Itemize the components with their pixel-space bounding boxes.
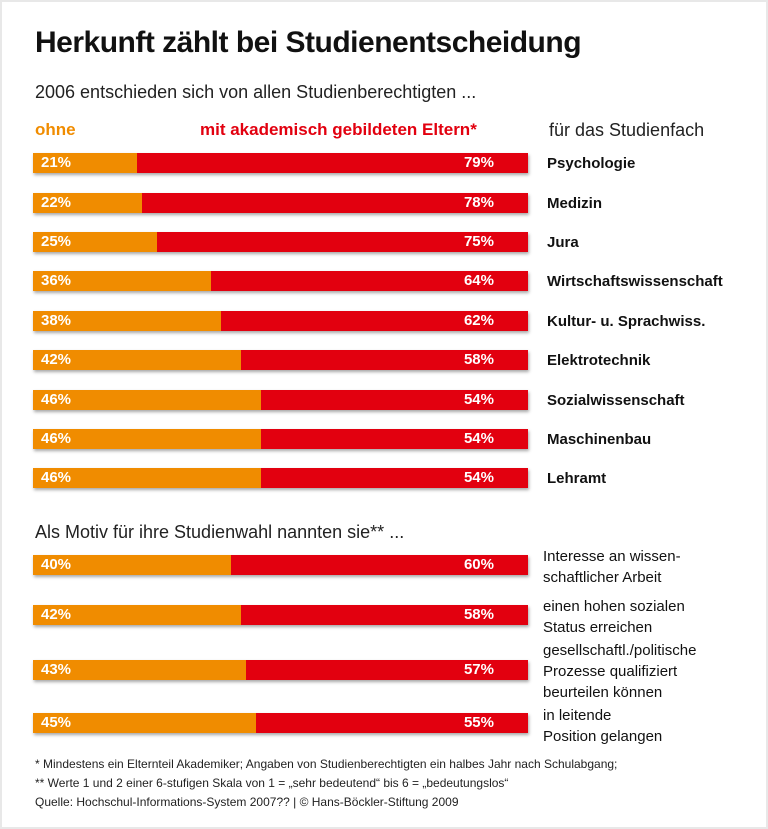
bar-ohne <box>33 350 241 370</box>
category-label: Sozialwissenschaft <box>547 392 685 409</box>
bar-row: 36% 64% <box>33 271 528 291</box>
value-label-mit: 64% <box>463 272 494 289</box>
legend-mit: mit akademisch gebildeten Eltern* <box>200 120 477 139</box>
value-label-ohne: 22% <box>41 194 72 211</box>
bar-row: 46% 54% <box>33 390 528 410</box>
chart-title: Herkunft zählt bei Studienentscheidung <box>35 26 582 59</box>
category-label: einen hohen sozialen Status erreichen <box>543 598 685 636</box>
bar-ohne <box>33 153 137 173</box>
value-label-mit: 57% <box>463 661 494 678</box>
category-label: Lehramt <box>547 470 607 487</box>
value-label-ohne: 36% <box>41 272 72 289</box>
bar-ohne <box>33 311 222 331</box>
bar-ohne <box>33 232 157 252</box>
value-label-mit: 62% <box>463 312 494 329</box>
value-label-mit: 79% <box>463 154 494 171</box>
bar-row: 42% 58% <box>33 350 528 370</box>
category-label: Medizin <box>547 195 602 212</box>
value-label-mit: 78% <box>463 194 494 211</box>
bar-row: 43% 57% <box>33 660 528 680</box>
bar-ohne <box>33 271 212 291</box>
bar-mit <box>141 193 528 213</box>
bar-row: 40% 60% <box>33 555 528 575</box>
bar-ohne <box>33 555 231 575</box>
value-label-mit: 55% <box>463 714 494 731</box>
category-label: Maschinenbau <box>547 431 652 448</box>
footnote-2: ** Werte 1 und 2 einer 6-stufigen Skala … <box>35 776 509 790</box>
bar-ohne <box>33 660 246 680</box>
bar-row: 45% 55% <box>33 713 528 733</box>
bar-mit <box>260 390 528 410</box>
bar-mit <box>260 468 528 488</box>
value-label-mit: 54% <box>463 391 494 408</box>
value-label-mit: 75% <box>463 233 494 250</box>
value-label-mit: 54% <box>463 430 494 447</box>
category-label: Kultur- u. Sprachwiss. <box>547 313 706 330</box>
bar-ohne <box>33 605 241 625</box>
value-label-ohne: 45% <box>41 714 72 731</box>
bar-mit <box>255 713 528 733</box>
legend-ohne: ohne <box>35 120 76 139</box>
category-label: Interesse an wissen- schaftlicher Arbeit <box>543 548 681 586</box>
bar-mit <box>136 153 528 173</box>
motive-subtitle: Als Motiv für ihre Studienwahl nannten s… <box>35 522 405 542</box>
bar-ohne <box>33 468 261 488</box>
value-label-ohne: 42% <box>41 351 72 368</box>
bar-ohne <box>33 713 256 733</box>
source-note: Quelle: Hochschul-Informations-System 20… <box>35 795 459 809</box>
bar-mit <box>156 232 528 252</box>
category-label: gesellschaftl./politische Prozesse quali… <box>543 642 697 701</box>
bar-mit <box>240 350 528 370</box>
bar-ohne <box>33 429 261 449</box>
bar-mit <box>245 660 528 680</box>
value-label-ohne: 46% <box>41 430 72 447</box>
value-label-ohne: 46% <box>41 391 72 408</box>
value-label-ohne: 46% <box>41 469 72 486</box>
category-label: Elektrotechnik <box>547 352 651 369</box>
value-label-ohne: 21% <box>41 154 72 171</box>
value-label-ohne: 25% <box>41 233 72 250</box>
bar-row: 25% 75% <box>33 232 528 252</box>
value-label-mit: 58% <box>463 606 494 623</box>
bar-row: 22% 78% <box>33 193 528 213</box>
bar-mit <box>240 605 528 625</box>
value-label-ohne: 42% <box>41 606 72 623</box>
value-label-ohne: 38% <box>41 312 72 329</box>
bar-mit <box>231 555 528 575</box>
bar-mit <box>221 311 528 331</box>
value-label-ohne: 40% <box>41 556 72 573</box>
value-label-ohne: 43% <box>41 661 72 678</box>
category-label: Wirtschaftswissenschaft <box>547 273 723 290</box>
bar-row: 38% 62% <box>33 311 528 331</box>
value-label-mit: 60% <box>463 556 494 573</box>
bar-row: 42% 58% <box>33 605 528 625</box>
category-header: für das Studienfach <box>549 120 705 140</box>
category-label: Psychologie <box>547 155 636 172</box>
chart-subtitle: 2006 entschieden sich von allen Studienb… <box>35 82 477 102</box>
category-label: in leitende Position gelangen <box>543 707 663 745</box>
bar-row: 46% 54% <box>33 429 528 449</box>
value-label-mit: 54% <box>463 469 494 486</box>
bar-row: 46% 54% <box>33 468 528 488</box>
footnote-1: * Mindestens ein Elternteil Akademiker; … <box>35 757 618 771</box>
bar-ohne <box>33 193 142 213</box>
bar-mit <box>260 429 528 449</box>
bar-row: 21% 79% <box>33 153 528 173</box>
bar-mit <box>211 271 528 291</box>
value-label-mit: 58% <box>463 351 494 368</box>
category-label: Jura <box>547 234 579 251</box>
bar-ohne <box>33 390 261 410</box>
